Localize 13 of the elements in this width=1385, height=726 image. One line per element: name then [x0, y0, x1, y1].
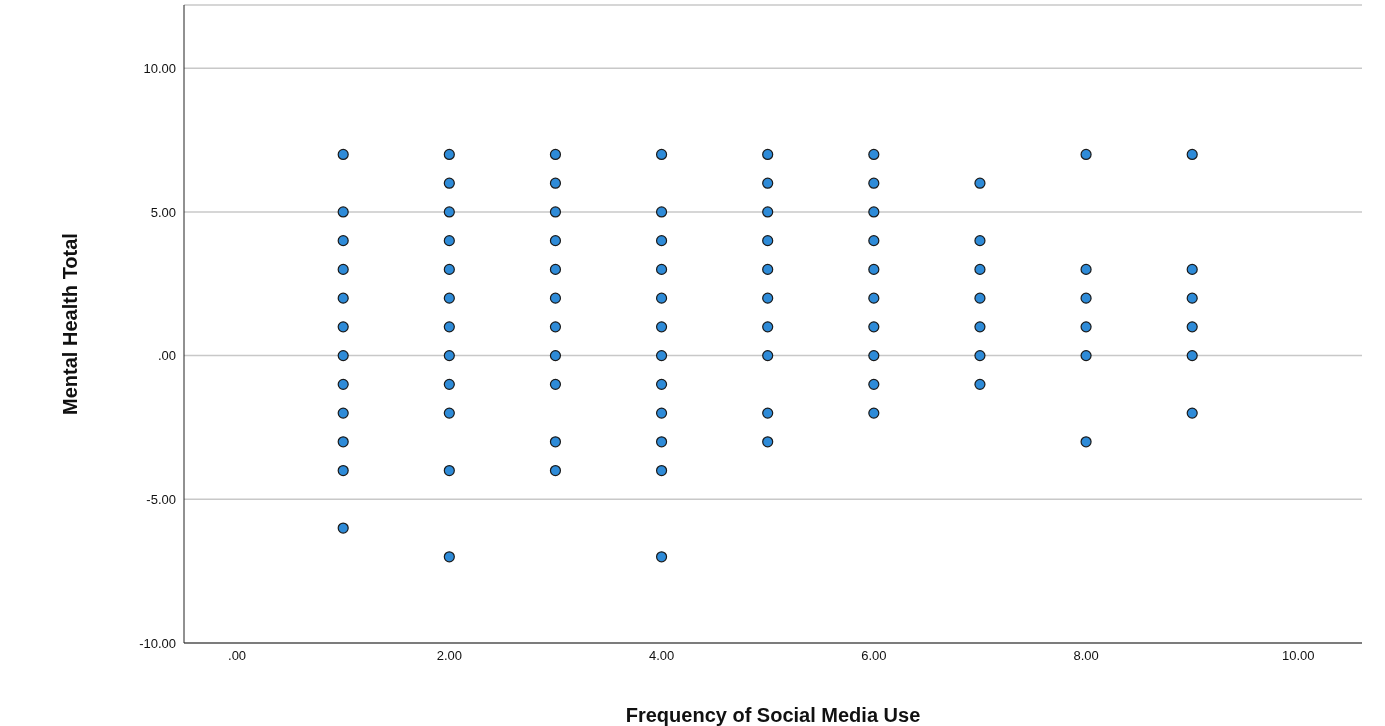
x-tick-label: 6.00 [861, 648, 887, 664]
x-tick-label: .00 [228, 648, 247, 664]
x-tick-label: 10.00 [1282, 648, 1315, 664]
y-tick-label: 5.00 [150, 204, 176, 220]
x-axis-title: Frequency of Social Media Use [625, 704, 921, 726]
x-tick-label: 2.00 [436, 648, 462, 664]
y-tick-label: -10.00 [139, 635, 176, 651]
x-tick-label: 4.00 [648, 648, 675, 664]
y-tick-label: 10.00 [143, 60, 176, 76]
y-tick-label: .00 [157, 348, 176, 364]
x-tick-label: 8.00 [1073, 648, 1099, 664]
y-tick-label: -5.00 [146, 491, 176, 507]
y-axis-title: Mental Health Total [59, 233, 82, 415]
